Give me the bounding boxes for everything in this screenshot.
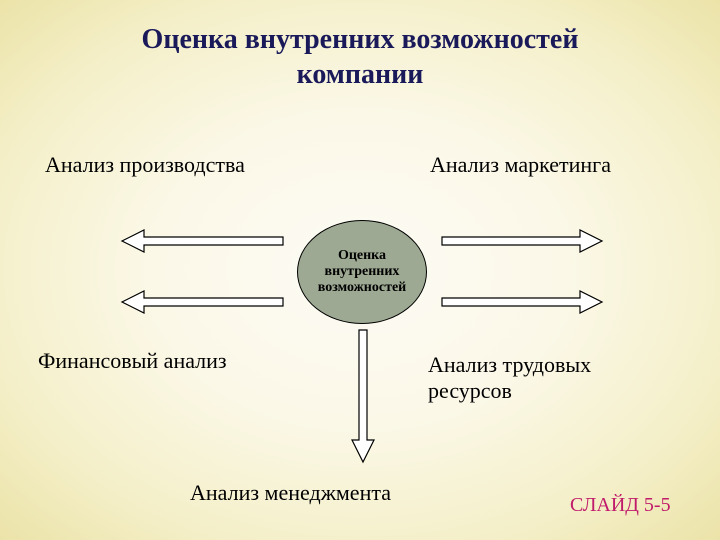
slide-number: СЛАЙД 5-5: [570, 494, 671, 517]
arrow-top-left: [122, 230, 283, 252]
label-management: Анализ менеджмента: [190, 480, 391, 506]
label-production: Анализ производства: [45, 152, 245, 178]
label-hr-line1: Анализ трудовых: [428, 352, 591, 378]
arrow-bottom-right: [442, 291, 602, 313]
center-line1: Оценка: [338, 248, 386, 263]
arrow-down: [352, 330, 374, 462]
arrow-bottom-left: [122, 291, 283, 313]
arrow-top-right: [442, 230, 602, 252]
center-node: Оценка внутренних возможностей: [297, 220, 427, 324]
label-financial: Финансовый анализ: [38, 348, 227, 374]
label-marketing: Анализ маркетинга: [430, 152, 611, 178]
slide-content: Оценка внутренних возможностей компании …: [0, 0, 720, 540]
center-line3: возможностей: [318, 280, 406, 295]
label-hr-line2: ресурсов: [428, 378, 512, 404]
center-line2: внутренних: [325, 264, 400, 279]
